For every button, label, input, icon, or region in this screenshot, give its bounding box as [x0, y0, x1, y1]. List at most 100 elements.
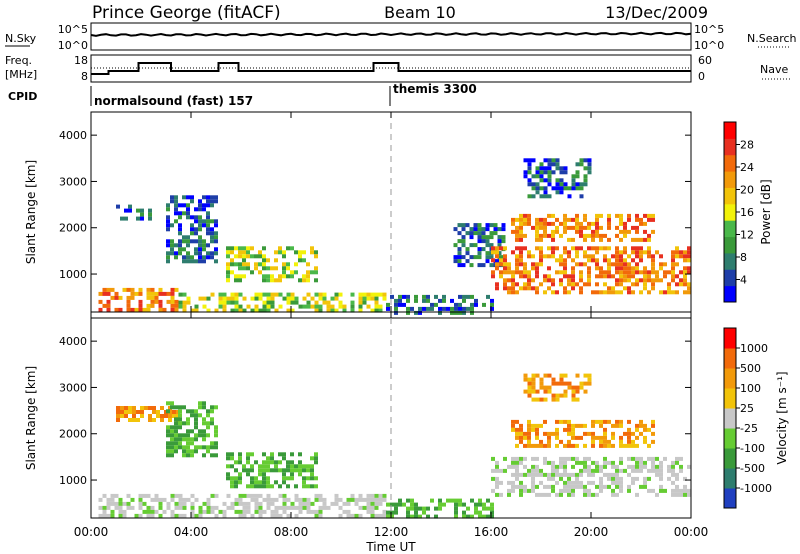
heatmap-cell	[663, 262, 667, 267]
heatmap-cell	[461, 223, 466, 228]
heatmap-cell	[547, 389, 552, 394]
heatmap-cell	[266, 493, 271, 498]
heatmap-cell	[623, 233, 627, 238]
heatmap-cell	[314, 513, 319, 518]
heatmap-cell	[683, 278, 687, 283]
heatmap-cell	[158, 497, 163, 502]
heatmap-cell	[250, 270, 254, 275]
heatmap-cell	[559, 464, 563, 469]
heatmap-cell	[571, 443, 575, 448]
heatmap-cell	[160, 418, 164, 422]
heatmap-cell	[266, 266, 270, 271]
heatmap-cell	[222, 509, 227, 514]
heatmap-cell	[174, 211, 178, 216]
heatmap-cell	[501, 239, 506, 244]
heatmap-cell	[543, 290, 547, 295]
heatmap-cell	[262, 464, 266, 469]
heatmap-cell	[302, 296, 307, 301]
heatmap-cell	[148, 208, 152, 213]
heatmap-cell	[318, 513, 323, 518]
heatmap-cell	[278, 278, 282, 283]
heatmap-cell	[519, 233, 523, 238]
heatmap-cell	[655, 472, 659, 477]
heatmap-cell	[358, 493, 363, 498]
heatmap-cell	[102, 513, 107, 518]
heatmap-cell	[575, 373, 580, 378]
heatmap-cell	[559, 439, 563, 444]
heatmap-cell	[174, 207, 178, 212]
heatmap-cell	[314, 254, 318, 259]
heatmap-cell	[254, 308, 259, 313]
heatmap-cell	[497, 227, 502, 232]
heatmap-cell	[190, 453, 194, 458]
heatmap-cell	[631, 431, 635, 436]
heatmap-cell	[635, 460, 639, 465]
cpid-label: CPID	[8, 90, 37, 103]
heatmap-cell	[446, 498, 450, 503]
heatmap-cell	[527, 385, 532, 390]
heatmap-cell	[499, 258, 503, 263]
heatmap-cell	[575, 480, 579, 485]
heatmap-cell	[675, 282, 679, 287]
heatmap-cell	[170, 247, 174, 252]
heatmap-cell	[465, 231, 470, 236]
heatmap-cell	[414, 310, 418, 315]
heatmap-cell	[298, 460, 302, 465]
heatmap-cell	[587, 266, 591, 271]
heatmap-cell	[627, 488, 631, 493]
heatmap-cell	[567, 225, 571, 230]
heatmap-cell	[482, 302, 486, 307]
heatmap-cell	[515, 476, 519, 481]
heatmap-cell	[651, 229, 655, 234]
heatmap-cell	[623, 229, 627, 234]
heatmap-cell	[172, 410, 176, 414]
heatmap-cell	[457, 255, 462, 260]
heatmap-cell	[178, 413, 182, 418]
heatmap-cell	[655, 278, 659, 283]
heatmap-cell	[543, 190, 548, 195]
heatmap-cell	[603, 435, 607, 440]
heatmap-cell	[579, 286, 583, 291]
heatmap-cell	[595, 229, 599, 234]
heatmap-cell	[136, 208, 140, 213]
heatmap-cell	[491, 270, 495, 275]
heatmap-cell	[202, 239, 206, 244]
heatmap-cell	[270, 278, 274, 283]
heatmap-cell	[234, 480, 238, 485]
heatmap-cell	[643, 464, 647, 469]
heatmap-cell	[551, 431, 555, 436]
heatmap-cell	[330, 308, 335, 313]
heatmap-cell	[559, 258, 563, 263]
heatmap-cell	[298, 468, 302, 473]
heatmap-cell	[110, 287, 115, 292]
heatmap-cell	[458, 302, 462, 307]
heatmap-cell	[603, 443, 607, 448]
heatmap-cell	[394, 310, 398, 315]
heatmap-cell	[535, 389, 540, 394]
heatmap-cell	[571, 286, 575, 291]
heatmap-cell	[559, 262, 563, 267]
heatmap-cell	[214, 251, 218, 256]
heatmap-cell	[198, 239, 202, 244]
heatmap-cell	[595, 460, 599, 465]
heatmap-cell	[438, 502, 442, 507]
heatmap-cell	[623, 270, 627, 275]
heatmap-cell	[655, 464, 659, 469]
heatmap-cell	[591, 233, 595, 238]
heatmap-cell	[583, 484, 587, 489]
heatmap-cell	[146, 295, 151, 300]
heatmap-cell	[382, 296, 387, 301]
heatmap-cell	[290, 460, 294, 465]
heatmap-cell	[118, 295, 123, 300]
heatmap-cell	[671, 278, 675, 283]
heatmap-cell	[262, 476, 266, 481]
heatmap-cell	[366, 296, 371, 301]
heatmap-cell	[166, 291, 171, 296]
heatmap-cell	[635, 225, 639, 230]
heatmap-cell	[547, 213, 551, 218]
heatmap-cell	[687, 464, 691, 469]
heatmap-cell	[473, 227, 478, 232]
heatmap-cell	[166, 255, 170, 260]
heatmap-cell	[611, 476, 615, 481]
heatmap-cell	[595, 250, 599, 255]
